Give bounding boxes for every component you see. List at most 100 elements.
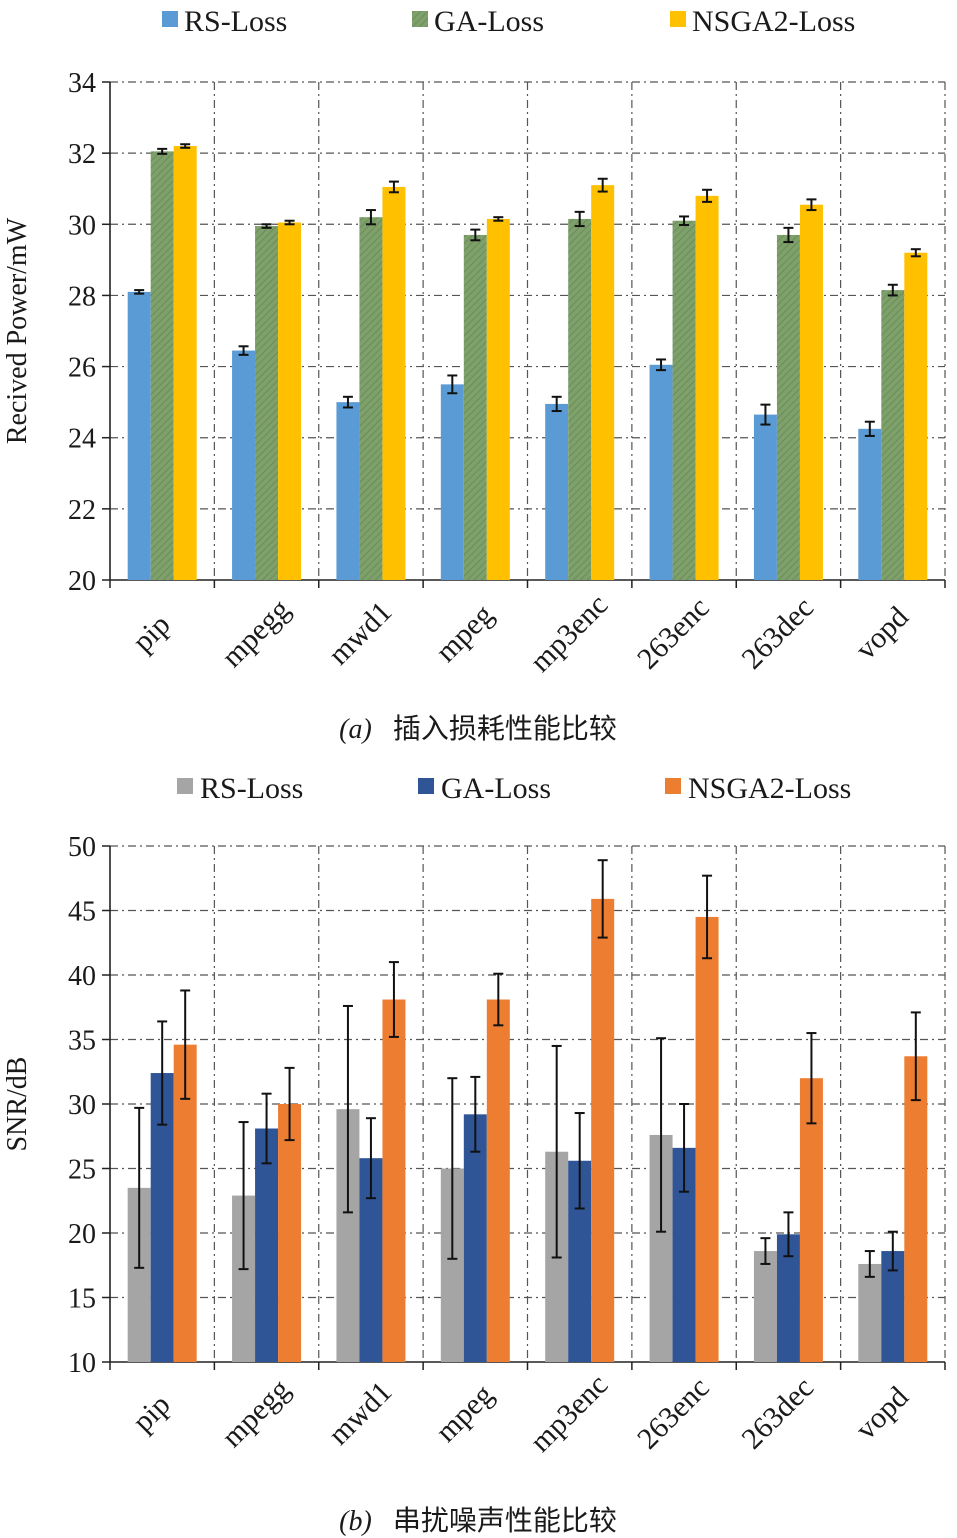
bar xyxy=(486,999,510,1362)
legend-swatch xyxy=(665,778,681,794)
legend-label: GA-Loss xyxy=(441,772,551,805)
caption-b-letter: (b) xyxy=(339,1506,372,1537)
bar xyxy=(881,290,905,580)
bar xyxy=(336,1109,360,1362)
caption-b-text: 串扰噪声性能比较 xyxy=(393,1505,617,1537)
category-label: mpeg xyxy=(429,1378,499,1448)
bar xyxy=(150,1073,174,1362)
bar xyxy=(127,1187,151,1362)
caption-a-letter: (a) xyxy=(339,714,372,745)
y-axis-title: SNR/dB xyxy=(2,1057,33,1152)
bar xyxy=(278,222,302,580)
bar xyxy=(173,146,197,580)
bar xyxy=(858,1263,882,1362)
bar xyxy=(278,1104,302,1362)
chart-b: 10 15 20 25 30 35 40 45 50 pip mpegg mwd1 mpeg mp3enc… xyxy=(2,772,946,1459)
legend-label: NSGA2-Loss xyxy=(688,772,851,805)
y-tick-label: 26 xyxy=(68,353,96,384)
bar xyxy=(232,350,256,580)
category-label: pip xyxy=(126,608,176,658)
legend-label: RS-Loss xyxy=(184,5,287,38)
y-tick-label: 28 xyxy=(68,281,96,312)
bar xyxy=(649,1134,673,1362)
bar xyxy=(753,414,777,580)
category-label: mpeg xyxy=(429,598,499,668)
y-axis-title: Recived Power/mW xyxy=(2,217,33,444)
legend-swatch xyxy=(418,778,434,794)
bar xyxy=(753,1251,777,1362)
bar xyxy=(591,185,615,580)
bar xyxy=(695,916,719,1362)
bar xyxy=(568,1160,592,1362)
category-label: 263enc xyxy=(631,1371,716,1456)
legend-label: RS-Loss xyxy=(200,772,303,805)
caption-a-text: 插入损耗性能比较 xyxy=(393,713,617,745)
caption-b: (b) 串扰噪声性能比较 xyxy=(339,1505,617,1537)
legend-swatch xyxy=(412,11,428,27)
bar xyxy=(649,364,673,580)
legend-swatch xyxy=(162,11,178,27)
y-tick-label: 30 xyxy=(68,210,96,241)
bar xyxy=(904,252,928,580)
bar xyxy=(440,1168,464,1362)
category-label: mpegg xyxy=(215,1373,296,1454)
y-tick-label: 30 xyxy=(68,1090,96,1121)
y-tick-label: 45 xyxy=(68,897,96,928)
category-label: mp3enc xyxy=(524,1368,614,1458)
category-label: 263dec xyxy=(735,1371,820,1456)
bar xyxy=(881,1251,905,1362)
bar xyxy=(591,898,615,1362)
bar xyxy=(359,217,383,580)
caption-a: (a) 插入损耗性能比较 xyxy=(339,713,617,745)
bar xyxy=(904,1056,928,1362)
bar xyxy=(776,1234,800,1362)
y-tick-label: 20 xyxy=(68,566,96,597)
bar xyxy=(150,151,174,580)
chart-a: 20 22 24 26 28 30 32 34 pip mpegg mwd1 mpeg mp3enc 26… xyxy=(2,5,946,679)
y-tick-label: 32 xyxy=(68,139,96,170)
y-tick-label: 50 xyxy=(68,832,96,863)
legend-swatch xyxy=(670,11,686,27)
bar xyxy=(799,1078,823,1362)
category-label: mp3enc xyxy=(524,588,614,678)
y-tick-label: 35 xyxy=(68,1026,96,1057)
y-tick-label: 40 xyxy=(68,961,96,992)
category-label: pip xyxy=(126,1388,176,1438)
category-label: 263enc xyxy=(631,591,716,676)
bar xyxy=(382,999,406,1362)
y-tick-label: 24 xyxy=(68,424,96,455)
y-tick-label: 15 xyxy=(68,1284,96,1315)
bar xyxy=(255,1128,279,1362)
bar xyxy=(858,428,882,580)
category-label: mwd1 xyxy=(322,1375,398,1451)
bar xyxy=(776,234,800,580)
bar xyxy=(255,226,279,581)
legend-label: GA-Loss xyxy=(434,5,544,38)
bar xyxy=(440,384,464,580)
bar xyxy=(173,1044,197,1362)
y-tick-label: 10 xyxy=(68,1348,96,1379)
bar xyxy=(463,1114,487,1362)
category-label: mpegg xyxy=(215,593,296,674)
bar xyxy=(695,195,719,581)
y-tick-label: 25 xyxy=(68,1155,96,1186)
bar xyxy=(382,186,406,580)
y-tick-label: 20 xyxy=(68,1219,96,1250)
bar xyxy=(672,1147,696,1362)
bar xyxy=(232,1195,256,1362)
bar xyxy=(359,1158,383,1362)
y-tick-label: 34 xyxy=(68,68,96,99)
category-label: mwd1 xyxy=(322,595,398,671)
bar xyxy=(336,402,360,580)
category-label: vopd xyxy=(849,600,915,666)
bar xyxy=(463,234,487,580)
bar xyxy=(672,220,696,580)
bar xyxy=(568,218,592,580)
bar xyxy=(486,218,510,580)
legend-swatch xyxy=(177,778,193,794)
bar xyxy=(799,204,823,580)
legend-label: NSGA2-Loss xyxy=(692,5,855,38)
y-tick-label: 22 xyxy=(68,495,96,526)
bar xyxy=(545,403,569,580)
